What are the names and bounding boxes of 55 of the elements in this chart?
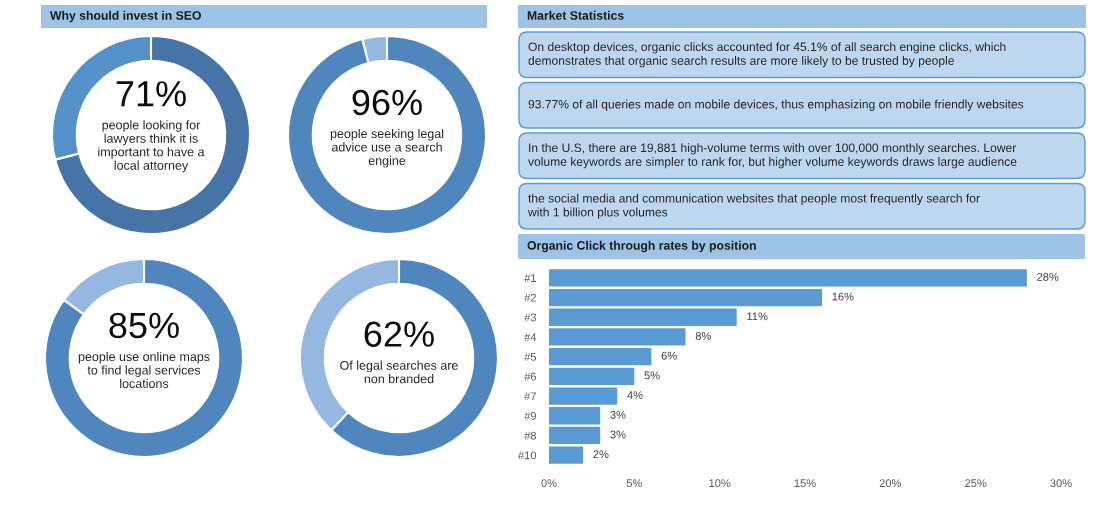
donut-slice [286, 34, 488, 236]
text: people seeking legal advice use a search engine [330, 128, 444, 168]
x-tick-label: 15% [794, 479, 816, 488]
x-tick-label: 10% [709, 479, 731, 488]
x-tick-label: 30% [1050, 479, 1072, 488]
bar [549, 407, 601, 425]
text: people use online maps to find legal services locations [78, 351, 210, 389]
data-label: 16% [832, 292, 854, 301]
bar [549, 269, 1027, 287]
data-label: 62% [364, 321, 434, 347]
text: In the U.S, there are 19,881 high-volume terms with over 100,000 monthly searches. Lower volume keywords are simpler to rank for, but higher volume keywords draws large audience [528, 143, 1017, 169]
data-label: 6% [661, 351, 677, 360]
bar [549, 308, 737, 326]
data-label: 2% [593, 450, 609, 459]
y-tick-label: #3 [524, 313, 537, 322]
y-tick-label: #7 [524, 392, 536, 401]
bar [549, 367, 635, 386]
text: Why should invest in SEO [50, 10, 201, 23]
data-label: 11% [747, 312, 768, 321]
text: the social media and communication websites that people most frequently search for with 1 billion plus volumes [527, 193, 980, 219]
x-tick-label: 20% [879, 479, 902, 488]
data-label: 96% [352, 89, 422, 116]
bar [549, 387, 618, 405]
data-label: 85% [109, 312, 179, 339]
data-label: 4% [627, 391, 643, 399]
data-label: 28% [1037, 272, 1059, 281]
y-tick-label: #8 [524, 431, 537, 440]
bar [549, 288, 823, 307]
y-tick-label: #1 [524, 274, 536, 282]
y-tick-label: #4 [524, 333, 537, 341]
text: Of legal searches are non branded [340, 360, 458, 384]
data-label: 71% [116, 81, 186, 107]
data-label: 5% [644, 371, 660, 380]
text: 93.77% of all queries made on mobile devices, thus emphasizing on mobile friendly websites [528, 99, 1024, 111]
text: people looking for lawyers think it is important to have a local attorney [98, 120, 205, 173]
y-tick-label: #9 [524, 412, 536, 420]
x-tick-label: 25% [965, 479, 987, 488]
donut-slice [54, 34, 252, 236]
x-tick-label: 5% [626, 479, 642, 488]
y-tick-label: #10 [518, 451, 537, 460]
bar [549, 347, 652, 366]
y-tick-label: #6 [524, 372, 537, 381]
data-label: 3% [610, 410, 626, 419]
text: Market Statistics [527, 10, 624, 20]
data-label: 3% [610, 430, 626, 439]
bar [549, 446, 584, 464]
donut-slice [43, 257, 245, 459]
y-tick-label: #2 [524, 293, 536, 302]
bar [549, 328, 686, 346]
chart-title: Organic Click through rates by position [527, 240, 756, 253]
data-label: 8% [695, 332, 711, 340]
text: On desktop devices, organic clicks accounted for 45.1% of all search engine clicks, which demonstrates that organic search results are more likely to be trusted by people [528, 42, 1006, 68]
x-tick-label: 0% [541, 479, 557, 488]
bar [549, 426, 601, 445]
y-tick-label: #5 [524, 353, 537, 361]
